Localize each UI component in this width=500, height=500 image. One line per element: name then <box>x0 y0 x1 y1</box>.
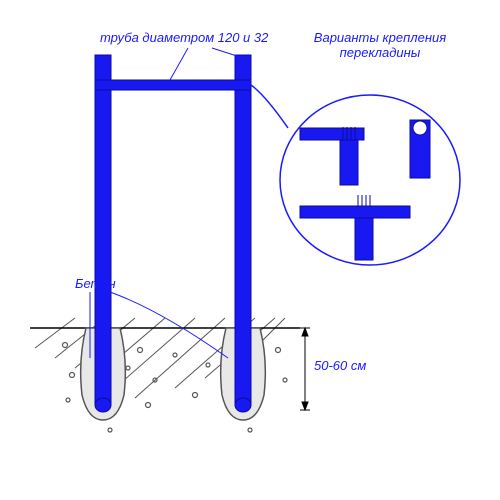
post-left <box>95 55 111 405</box>
post-left-foot <box>95 398 111 412</box>
label-depth: 50-60 см <box>314 358 366 373</box>
label-variants: Варианты крепления перекладины <box>300 30 460 60</box>
post-right-foot <box>235 398 251 412</box>
leader-pipe <box>170 48 240 80</box>
depth-dim <box>300 328 310 410</box>
crossbar <box>95 80 251 90</box>
diagram-root: { "colors": { "blue": "#1818f0", "blue_s… <box>0 0 500 500</box>
diagram-svg <box>0 0 500 500</box>
detail-variant-2 <box>410 120 430 178</box>
label-pipe: труба диаметром 120 и 32 <box>100 30 268 45</box>
detail-leader <box>251 85 288 128</box>
label-concrete: Бетон <box>75 276 116 291</box>
post-right <box>235 55 251 405</box>
